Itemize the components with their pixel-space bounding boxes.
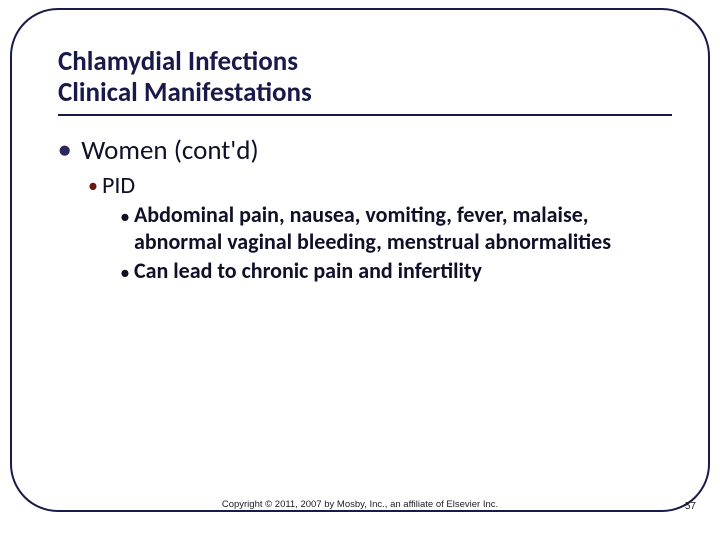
- bullet-level-3: • Can lead to chronic pain and infertili…: [120, 258, 672, 285]
- bullet-level-1: ● Women (cont'd): [58, 134, 672, 167]
- title-line-1: Chlamydial Infections: [58, 46, 672, 77]
- bullet-l3a-text: Abdominal pain, nausea, vomiting, fever,…: [134, 202, 672, 256]
- bullet-l1-text: Women (cont'd): [81, 134, 258, 167]
- bullet-level-3: • Abdominal pain, nausea, vomiting, feve…: [120, 202, 672, 256]
- dot-bullet-icon: •: [120, 263, 130, 283]
- bullet-level-2: • PID: [88, 171, 672, 200]
- page-number: 57: [685, 501, 696, 512]
- bullet-l3b-text: Can lead to chronic pain and infertility: [134, 258, 482, 285]
- disc-bullet-icon: ●: [58, 138, 71, 162]
- bullet-l2-text: PID: [102, 171, 135, 200]
- slide-content: Chlamydial Infections Clinical Manifesta…: [58, 46, 672, 285]
- body-area: ● Women (cont'd) • PID • Abdominal pain,…: [58, 134, 672, 284]
- dot-bullet-icon: •: [120, 207, 130, 227]
- copyright-footer: Copyright © 2011, 2007 by Mosby, Inc., a…: [0, 499, 720, 510]
- title-line-2: Clinical Manifestations: [58, 77, 672, 108]
- dot-bullet-icon: •: [88, 176, 98, 196]
- title-underline: [58, 114, 672, 116]
